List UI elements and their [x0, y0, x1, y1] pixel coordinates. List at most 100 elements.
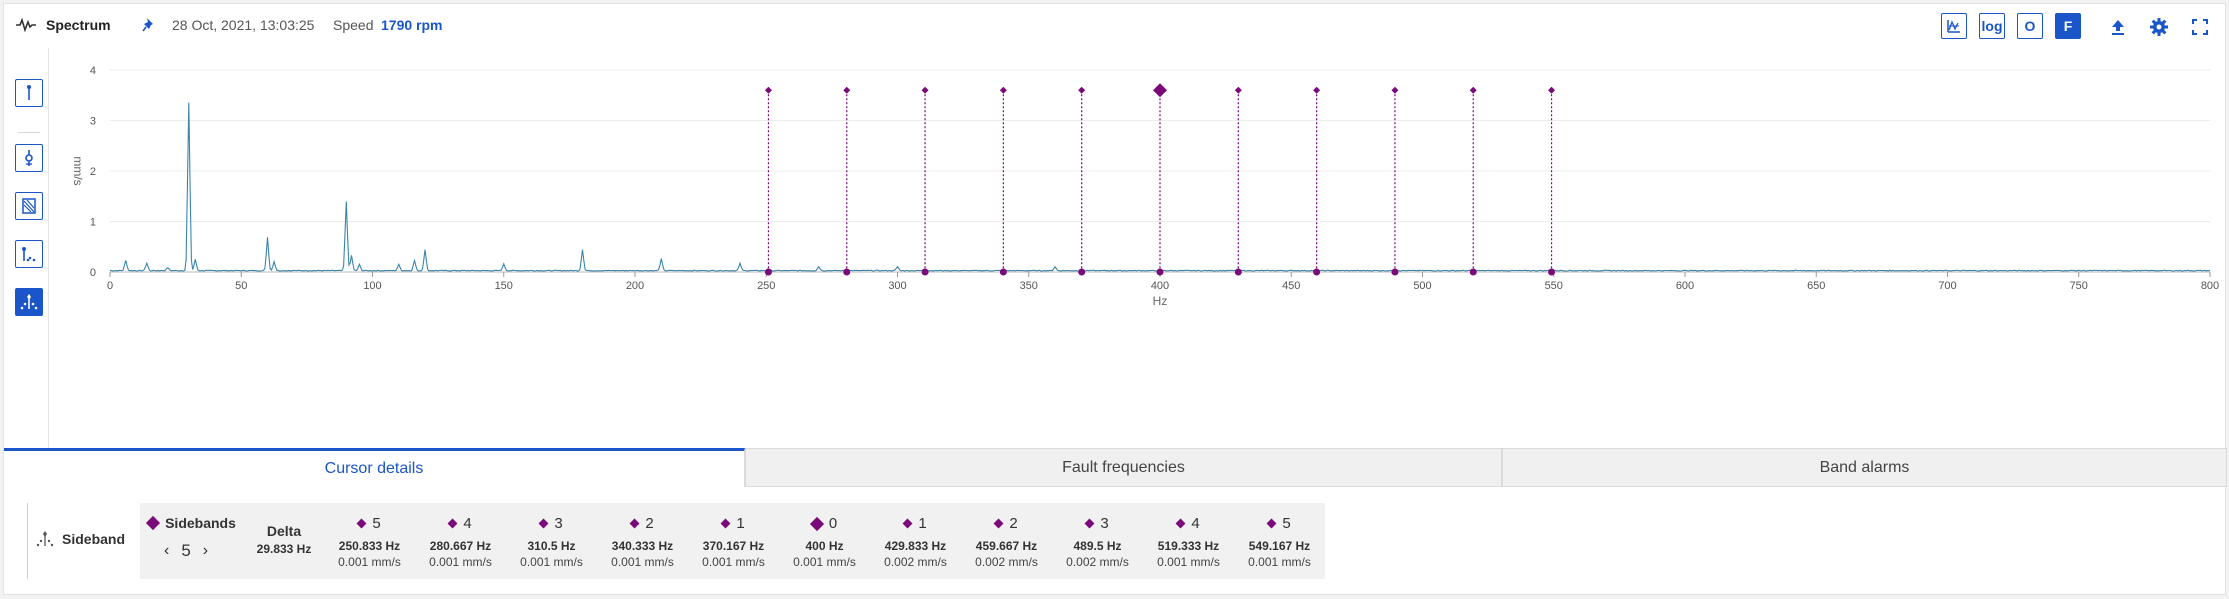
- peak-cursor-button[interactable]: [15, 240, 43, 268]
- log-scale-button[interactable]: log: [1979, 13, 2005, 39]
- delta-value: 29.833 Hz: [256, 542, 312, 556]
- sideband-base-marker: [1548, 268, 1556, 276]
- single-cursor-button[interactable]: [15, 79, 43, 107]
- sideband-marker: [764, 86, 772, 94]
- y-tick-label: 4: [90, 65, 96, 77]
- x-axis-title: Hz: [1153, 294, 1168, 308]
- band-cursor-icon: [22, 198, 36, 214]
- tab-band-alarms[interactable]: Band alarms: [1502, 448, 2227, 487]
- sideband-amplitude: 0.002 mm/s: [884, 555, 947, 569]
- sideband-amplitude: 0.001 mm/s: [520, 555, 583, 569]
- o-button[interactable]: O: [2017, 13, 2043, 39]
- delta-cell: Delta 29.833 Hz: [244, 503, 324, 579]
- sideband-marker: [921, 86, 929, 94]
- sideband-frequency: 549.167 Hz: [1248, 539, 1311, 553]
- gear-icon[interactable]: [2146, 14, 2172, 40]
- sideband-diamond-icon: [1084, 518, 1095, 529]
- header: Spectrum 28 Oct, 2021, 13:03:25 Speed 17…: [4, 4, 2225, 46]
- timestamp: 28 Oct, 2021, 13:03:25: [172, 17, 315, 33]
- panel-title: Spectrum: [46, 17, 111, 33]
- x-tick-label: 300: [888, 280, 906, 292]
- fullscreen-icon[interactable]: [2187, 14, 2213, 40]
- sideband-cursor-button[interactable]: [15, 288, 43, 316]
- sideband-mode-label: Sideband: [62, 531, 126, 547]
- sideband-diamond-icon: [538, 518, 549, 529]
- chevron-left-icon[interactable]: ‹: [164, 542, 170, 559]
- sideband-diamond-icon: [720, 518, 731, 529]
- f-button[interactable]: F: [2055, 13, 2081, 39]
- sideband-marker: [843, 86, 851, 94]
- sidebands-label: Sidebands: [165, 515, 236, 531]
- sideband-base-marker: [1156, 268, 1164, 276]
- x-tick-label: 800: [2201, 280, 2219, 292]
- speed-value: 1790 rpm: [381, 17, 443, 33]
- sideband-frequency: 280.667 Hz: [429, 539, 492, 553]
- sideband-amplitude: 0.001 mm/s: [1248, 555, 1311, 569]
- sideband-amplitude: 0.002 mm/s: [975, 555, 1038, 569]
- sideband-amplitude: 0.001 mm/s: [611, 555, 674, 569]
- harmonic-cursor-button[interactable]: [15, 144, 43, 172]
- x-tick-label: 100: [363, 280, 381, 292]
- export-icon[interactable]: [2105, 14, 2131, 40]
- sideband-diamond-icon: [356, 518, 367, 529]
- sideband-diamond-icon: [447, 518, 458, 529]
- x-tick-label: 250: [757, 280, 775, 292]
- single-cursor-icon: [27, 85, 31, 100]
- harmonic-cursor-icon: [25, 150, 33, 166]
- toolbar-separator: [48, 48, 49, 448]
- sidebands-stepper: ‹ 5 ›: [164, 541, 208, 561]
- delta-label: Delta: [266, 523, 302, 539]
- peak-cursor-icon: [22, 247, 36, 262]
- sideband-base-marker: [1469, 268, 1477, 276]
- sideband-column: 2 340.333 Hz 0.001 mm/s: [597, 503, 688, 579]
- x-tick-label: 700: [1938, 280, 1956, 292]
- x-tick-label: 750: [2070, 280, 2088, 292]
- x-tick-label: 150: [495, 280, 513, 292]
- sideband-frequency: 429.833 Hz: [884, 539, 947, 553]
- x-tick-label: 450: [1282, 280, 1300, 292]
- tab-fault-frequencies[interactable]: Fault frequencies: [745, 448, 1502, 487]
- band-cursor-button[interactable]: [15, 192, 43, 220]
- center-cursor-marker: [1153, 83, 1167, 98]
- sideband-marker: [1548, 86, 1556, 94]
- sideband-index: 1: [736, 515, 745, 532]
- sideband-base-marker: [999, 268, 1007, 276]
- spectrum-chart[interactable]: 0 1 2 3 4 0 50 100 150 200 250 300 350 400 450 500 550 60…: [4, 46, 2227, 446]
- x-tick-label: 650: [1807, 280, 1825, 292]
- tab-cursor-details[interactable]: Cursor details: [4, 448, 745, 487]
- chevron-right-icon[interactable]: ›: [202, 542, 209, 559]
- sideband-base-marker: [1313, 268, 1321, 276]
- sideband-diamond-icon: [902, 518, 913, 529]
- sideband-amplitude: 0.001 mm/s: [1157, 555, 1220, 569]
- sideband-index: 4: [1191, 515, 1200, 532]
- cursor-details: Sideband Sidebands ‹ 5 › Delta 29.833 Hz…: [27, 503, 1328, 579]
- x-tick-label: 0: [107, 280, 113, 292]
- sideband-base-marker: [1391, 268, 1399, 276]
- sideband-amplitude: 0.002 mm/s: [1066, 555, 1129, 569]
- x-tick-label: 50: [235, 280, 247, 292]
- sideband-frequency: 519.333 Hz: [1157, 539, 1220, 553]
- pin-icon[interactable]: [142, 17, 156, 38]
- tabs: Cursor details Fault frequencies Band al…: [4, 448, 2227, 487]
- sideband-frequency: 310.5 Hz: [527, 539, 576, 553]
- sideband-index: 1: [918, 515, 927, 532]
- x-tick-label: 400: [1151, 280, 1169, 292]
- sideband-column: 1 429.833 Hz 0.002 mm/s: [870, 503, 961, 579]
- sideband-index: 5: [1282, 515, 1291, 532]
- sideband-column: 0 400 Hz 0.001 mm/s: [779, 503, 870, 579]
- sideband-frequency: 250.833 Hz: [338, 539, 401, 553]
- sideband-index: 0: [828, 515, 838, 532]
- sideband-base-marker: [1234, 268, 1242, 276]
- axis-scale-button[interactable]: [1941, 13, 1967, 39]
- sideband-frequency: 400 Hz: [805, 539, 844, 553]
- sideband-column: 5 549.167 Hz 0.001 mm/s: [1234, 503, 1325, 579]
- sideband-diamond-icon: [809, 516, 824, 531]
- sideband-column: 3 310.5 Hz 0.001 mm/s: [506, 503, 597, 579]
- y-tick-label: 0: [90, 267, 96, 279]
- sideband-index: 3: [554, 515, 563, 532]
- sideband-marker: [1469, 86, 1477, 94]
- sideband-amplitude: 0.001 mm/s: [429, 555, 492, 569]
- sideband-column: 4 280.667 Hz 0.001 mm/s: [415, 503, 506, 579]
- sideband-marker: [1313, 86, 1321, 94]
- sideband-base-marker: [764, 268, 772, 276]
